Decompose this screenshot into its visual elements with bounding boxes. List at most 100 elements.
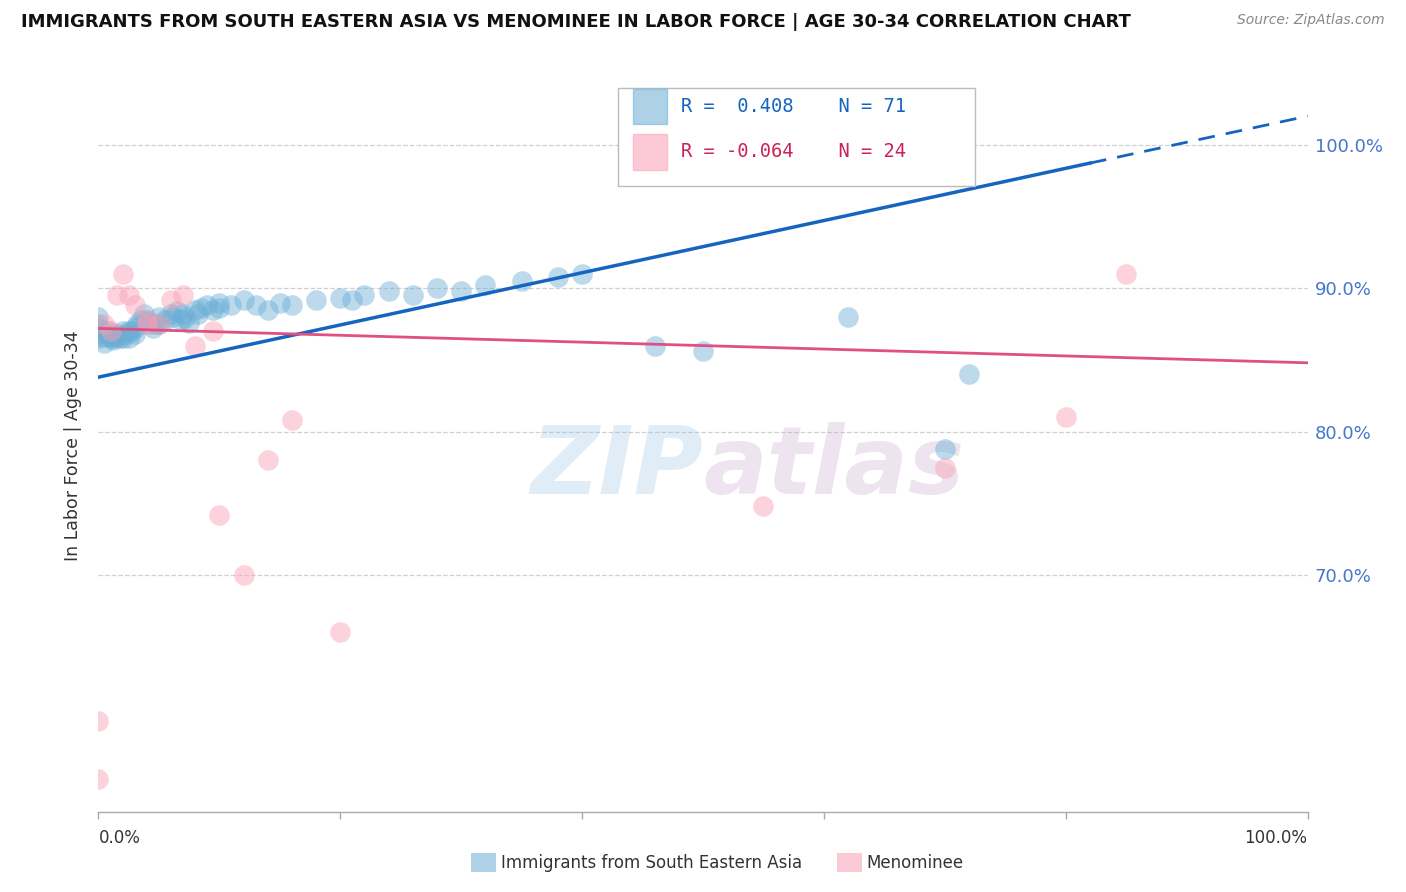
Point [208, 295, 231, 310]
Point [111, 331, 134, 345]
Point [426, 281, 449, 295]
Point [96, 327, 118, 342]
Point [138, 317, 160, 331]
Point [184, 338, 207, 352]
Point [118, 288, 141, 302]
Point [547, 269, 569, 284]
Point [202, 324, 225, 338]
Point [103, 331, 125, 345]
Point [402, 288, 425, 302]
Text: ZIP: ZIP [530, 422, 703, 514]
Point [97, 324, 120, 338]
Point [100, 331, 122, 345]
Point [148, 310, 170, 324]
Point [934, 460, 956, 475]
Text: atlas: atlas [703, 422, 965, 514]
Point [87, 331, 110, 345]
Text: R = -0.064    N = 24: R = -0.064 N = 24 [682, 143, 907, 161]
Point [752, 500, 775, 514]
Point [208, 508, 231, 522]
Text: 0.0%: 0.0% [98, 829, 141, 847]
Point [135, 313, 157, 327]
Point [107, 328, 129, 343]
Point [135, 313, 157, 327]
Point [474, 278, 496, 293]
Point [153, 313, 176, 327]
Point [124, 298, 146, 312]
Point [160, 293, 183, 307]
Point [87, 714, 110, 729]
Point [169, 313, 191, 327]
Point [281, 413, 304, 427]
Point [1054, 410, 1077, 425]
Point [111, 267, 134, 281]
Point [190, 301, 212, 316]
Point [208, 301, 231, 316]
Point [187, 307, 209, 321]
Point [93, 317, 115, 331]
Text: R =  0.408    N = 71: R = 0.408 N = 71 [682, 97, 907, 116]
FancyBboxPatch shape [619, 87, 976, 186]
Point [934, 442, 956, 456]
Point [245, 298, 267, 312]
Point [100, 328, 122, 343]
Point [148, 317, 170, 331]
Point [105, 327, 128, 342]
Point [87, 310, 110, 324]
Point [377, 284, 399, 298]
Point [202, 302, 225, 317]
Point [127, 317, 149, 331]
Point [305, 293, 328, 307]
Text: Menominee: Menominee [866, 854, 963, 871]
Point [145, 317, 167, 331]
Text: 100.0%: 100.0% [1244, 829, 1308, 847]
Point [195, 298, 218, 312]
Point [160, 307, 183, 321]
Point [172, 288, 194, 302]
Point [232, 568, 254, 582]
Point [342, 293, 364, 307]
Point [450, 284, 472, 298]
Point [118, 331, 141, 345]
Point [134, 307, 156, 321]
FancyBboxPatch shape [633, 135, 666, 169]
FancyBboxPatch shape [633, 89, 666, 124]
Point [256, 302, 278, 317]
Point [129, 313, 152, 327]
Point [353, 288, 375, 302]
Point [179, 316, 201, 330]
Point [100, 324, 122, 338]
Text: IMMIGRANTS FROM SOUTH EASTERN ASIA VS MENOMINEE IN LABOR FORCE | AGE 30-34 CORRE: IMMIGRANTS FROM SOUTH EASTERN ASIA VS ME… [21, 13, 1130, 31]
Point [256, 453, 278, 467]
Point [114, 327, 136, 342]
Point [93, 335, 115, 350]
Point [1115, 267, 1137, 281]
Point [174, 311, 197, 326]
Point [142, 321, 165, 335]
Point [118, 324, 141, 338]
Text: Immigrants from South Eastern Asia: Immigrants from South Eastern Asia [501, 854, 801, 871]
Point [329, 625, 352, 640]
Point [124, 321, 146, 335]
Point [111, 324, 134, 338]
Point [957, 368, 980, 382]
Point [221, 298, 243, 312]
Point [329, 291, 352, 305]
Point [124, 327, 146, 342]
Point [87, 321, 110, 335]
Point [571, 267, 593, 281]
Point [105, 288, 128, 302]
Point [837, 310, 859, 324]
Point [166, 304, 188, 318]
Point [510, 274, 533, 288]
Point [108, 331, 131, 345]
Point [269, 295, 291, 310]
Point [121, 324, 143, 338]
Point [87, 317, 110, 331]
Point [172, 307, 194, 321]
Point [184, 302, 207, 317]
Point [93, 330, 115, 344]
Point [281, 298, 304, 312]
Point [148, 317, 170, 331]
Text: Source: ZipAtlas.com: Source: ZipAtlas.com [1237, 13, 1385, 28]
